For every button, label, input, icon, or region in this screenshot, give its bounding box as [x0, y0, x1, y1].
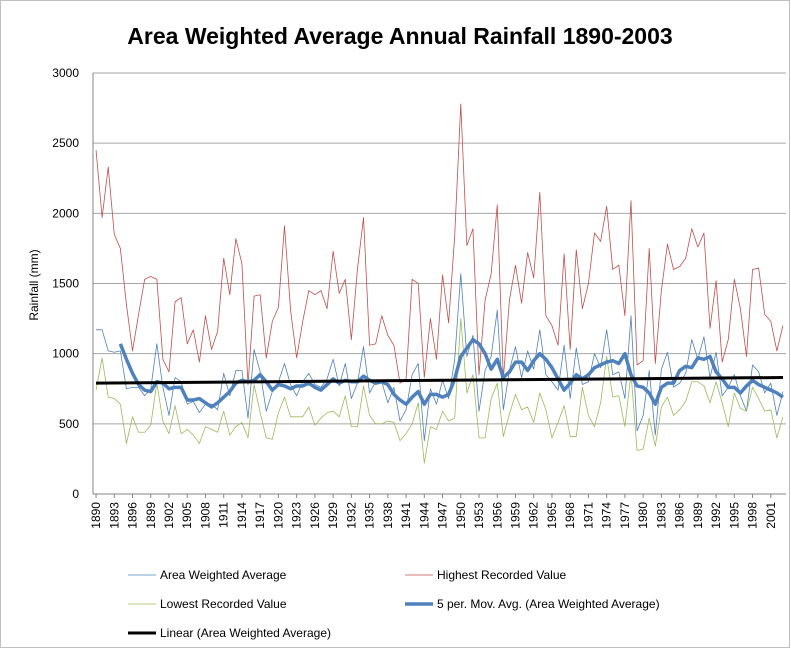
x-tick-label: 1911 [217, 502, 231, 528]
x-tick-label: 1893 [107, 502, 121, 529]
x-tick-label: 1965 [545, 502, 559, 529]
x-tick-label: 1938 [381, 502, 395, 529]
y-tick-label: 3000 [52, 66, 79, 80]
y-tick-label: 0 [72, 487, 79, 501]
x-tick-label: 1986 [673, 502, 687, 529]
x-tick-label: 1998 [746, 502, 760, 529]
legend-label: Linear (Area Weighted Average) [160, 626, 331, 640]
x-tick-label: 1968 [563, 502, 577, 529]
chart-title: Area Weighted Average Annual Rainfall 18… [127, 23, 672, 49]
x-tick-label: 1932 [344, 502, 358, 529]
series-line [96, 376, 783, 385]
x-tick-label: 1950 [454, 502, 468, 529]
x-tick-label: 2001 [764, 502, 778, 529]
x-tick-label: 1947 [436, 502, 450, 529]
x-tick-label: 1908 [198, 502, 212, 529]
x-tick-label: 1890 [89, 502, 103, 529]
x-tick-label: 1959 [508, 502, 522, 529]
x-tick-label: 1956 [490, 502, 504, 529]
x-tick-label: 1941 [399, 502, 413, 529]
legend-label: Lowest Recorded Value [160, 597, 287, 611]
x-tick-label: 1971 [581, 502, 595, 529]
x-tick-label: 1914 [235, 502, 249, 529]
x-tick-label: 1980 [636, 502, 650, 529]
legend-label: 5 per. Mov. Avg. (Area Weighted Average) [437, 597, 660, 611]
y-tick-label: 1500 [52, 277, 79, 291]
x-tick-label: 1926 [308, 502, 322, 529]
x-tick-label: 1989 [691, 502, 705, 529]
y-tick-label: 2500 [52, 136, 79, 150]
x-tick-label: 1977 [618, 502, 632, 529]
x-tick-label: 1923 [290, 502, 304, 529]
x-tick-label: 1899 [144, 502, 158, 529]
x-tick-label: 1902 [162, 502, 176, 529]
x-tick-label: 1992 [709, 502, 723, 529]
series-line [118, 337, 784, 409]
x-tick-label: 1920 [271, 502, 285, 529]
legend-label: Highest Recorded Value [437, 568, 567, 582]
x-tick-label: 1983 [654, 502, 668, 529]
x-tick-label: 1962 [527, 502, 541, 529]
x-tick-label: 1944 [417, 502, 431, 529]
y-tick-label: 500 [59, 417, 79, 431]
x-tick-label: 1974 [600, 502, 614, 529]
x-tick-label: 1929 [326, 502, 340, 529]
y-axis-label: Rainfall (mm) [27, 249, 41, 320]
legend-label: Area Weighted Average [160, 568, 287, 582]
x-tick-label: 1896 [126, 502, 140, 529]
y-tick-label: 1000 [52, 347, 79, 361]
x-tick-label: 1953 [472, 502, 486, 529]
x-tick-label: 1995 [727, 502, 741, 529]
series-line [95, 318, 784, 464]
x-tick-label: 1917 [253, 502, 267, 529]
x-tick-label: 1905 [180, 502, 194, 529]
y-tick-label: 2000 [52, 206, 79, 220]
x-tick-label: 1935 [363, 502, 377, 529]
series-line [95, 103, 784, 385]
